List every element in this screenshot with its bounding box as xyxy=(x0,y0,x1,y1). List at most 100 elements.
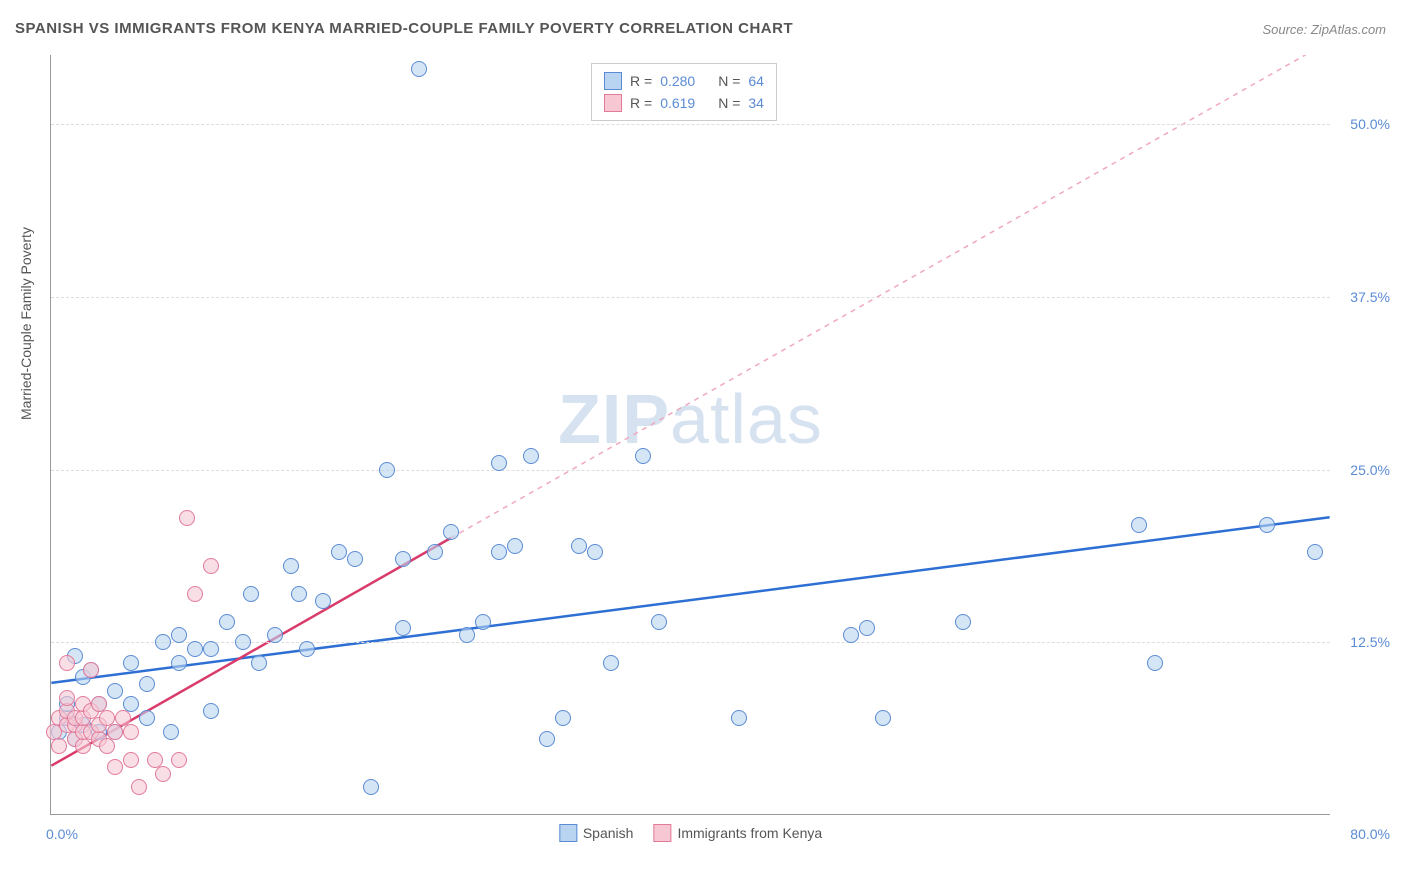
scatter-point xyxy=(491,455,507,471)
y-axis-title: Married-Couple Family Poverty xyxy=(18,227,34,420)
scatter-point xyxy=(1131,517,1147,533)
scatter-point xyxy=(203,558,219,574)
scatter-point xyxy=(347,551,363,567)
scatter-point xyxy=(283,558,299,574)
scatter-point xyxy=(107,759,123,775)
scatter-point xyxy=(587,544,603,560)
legend-r-value: 0.619 xyxy=(660,95,710,111)
scatter-point xyxy=(635,448,651,464)
scatter-point xyxy=(411,61,427,77)
y-tick-label: 25.0% xyxy=(1335,462,1390,478)
legend-series-label: Immigrants from Kenya xyxy=(677,825,822,841)
scatter-point xyxy=(51,738,67,754)
scatter-point xyxy=(187,641,203,657)
scatter-point xyxy=(107,683,123,699)
scatter-point xyxy=(443,524,459,540)
scatter-point xyxy=(131,779,147,795)
scatter-point xyxy=(395,620,411,636)
legend-swatch xyxy=(604,72,622,90)
scatter-point xyxy=(859,620,875,636)
scatter-point xyxy=(179,510,195,526)
scatter-point xyxy=(203,703,219,719)
legend-r-label: R = xyxy=(630,73,652,89)
scatter-point xyxy=(171,655,187,671)
legend-r-label: R = xyxy=(630,95,652,111)
scatter-point xyxy=(291,586,307,602)
legend-top-row: R =0.280N =64 xyxy=(604,70,764,92)
scatter-point xyxy=(75,738,91,754)
legend-n-label: N = xyxy=(718,95,740,111)
plot-area: ZIPatlas R =0.280N =64R =0.619N =34 Span… xyxy=(50,55,1330,815)
scatter-point xyxy=(155,766,171,782)
scatter-point xyxy=(651,614,667,630)
scatter-point xyxy=(139,710,155,726)
scatter-point xyxy=(459,627,475,643)
gridline-h xyxy=(51,124,1330,125)
y-tick-label: 50.0% xyxy=(1335,116,1390,132)
scatter-point xyxy=(243,586,259,602)
legend-r-value: 0.280 xyxy=(660,73,710,89)
legend-swatch xyxy=(604,94,622,112)
y-tick-label: 37.5% xyxy=(1335,289,1390,305)
scatter-point xyxy=(123,655,139,671)
scatter-point xyxy=(187,586,203,602)
legend-bottom-item: Immigrants from Kenya xyxy=(653,824,822,842)
legend-n-value: 34 xyxy=(748,95,764,111)
legend-swatch xyxy=(559,824,577,842)
scatter-point xyxy=(155,634,171,650)
scatter-point xyxy=(955,614,971,630)
watermark-bold: ZIP xyxy=(558,380,670,458)
scatter-point xyxy=(203,641,219,657)
scatter-point xyxy=(123,752,139,768)
scatter-point xyxy=(171,752,187,768)
scatter-point xyxy=(299,641,315,657)
trend-lines-svg xyxy=(51,55,1330,814)
scatter-point xyxy=(219,614,235,630)
scatter-point xyxy=(251,655,267,671)
scatter-point xyxy=(267,627,283,643)
scatter-point xyxy=(539,731,555,747)
scatter-point xyxy=(1147,655,1163,671)
scatter-point xyxy=(1307,544,1323,560)
scatter-point xyxy=(163,724,179,740)
legend-n-value: 64 xyxy=(748,73,764,89)
scatter-point xyxy=(571,538,587,554)
scatter-point xyxy=(139,676,155,692)
scatter-point xyxy=(491,544,507,560)
legend-bottom: Spanish Immigrants from Kenya xyxy=(559,824,822,842)
scatter-point xyxy=(59,655,75,671)
scatter-point xyxy=(363,779,379,795)
legend-top-row: R = 0.619 N = 34 xyxy=(604,92,764,114)
scatter-point xyxy=(379,462,395,478)
scatter-point xyxy=(475,614,491,630)
scatter-point xyxy=(107,724,123,740)
scatter-point xyxy=(123,724,139,740)
gridline-h xyxy=(51,470,1330,471)
scatter-point xyxy=(235,634,251,650)
gridline-h xyxy=(51,297,1330,298)
source-label: Source: ZipAtlas.com xyxy=(1262,22,1386,37)
legend-series-label: Spanish xyxy=(583,825,634,841)
scatter-point xyxy=(1259,517,1275,533)
scatter-point xyxy=(83,662,99,678)
scatter-point xyxy=(523,448,539,464)
scatter-point xyxy=(603,655,619,671)
watermark: ZIPatlas xyxy=(558,379,823,459)
scatter-point xyxy=(427,544,443,560)
legend-top: R = 0.280 N = 64 R = 0.619 N = 34 xyxy=(591,63,777,121)
scatter-point xyxy=(315,593,331,609)
scatter-point xyxy=(843,627,859,643)
x-tick-label: 80.0% xyxy=(1335,826,1390,842)
y-tick-label: 12.5% xyxy=(1335,634,1390,650)
scatter-point xyxy=(507,538,523,554)
trend-line xyxy=(51,517,1329,683)
scatter-point xyxy=(99,738,115,754)
scatter-point xyxy=(875,710,891,726)
scatter-point xyxy=(331,544,347,560)
scatter-point xyxy=(555,710,571,726)
legend-swatch xyxy=(653,824,671,842)
legend-bottom-item: Spanish xyxy=(559,824,634,842)
x-tick-label: 0.0% xyxy=(46,826,78,842)
scatter-point xyxy=(59,690,75,706)
chart-title: SPANISH VS IMMIGRANTS FROM KENYA MARRIED… xyxy=(15,20,793,37)
